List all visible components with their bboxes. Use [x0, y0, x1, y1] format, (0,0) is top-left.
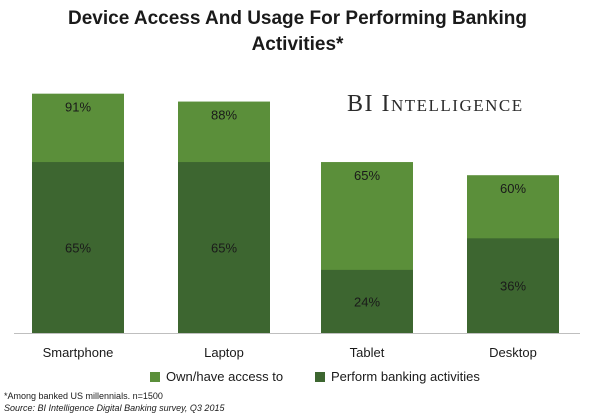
- x-tick-label-tablet: Tablet: [350, 345, 385, 360]
- legend-label-own: Own/have access to: [166, 369, 284, 384]
- bi-intelligence-logo: BI Intelligence: [347, 91, 524, 117]
- chart-title: Device Access And Usage For Performing B…: [0, 6, 595, 58]
- footnote: *Among banked US millennials. n=1500 Sou…: [4, 390, 224, 414]
- data-label-banking-smartphone: 65%: [65, 241, 91, 256]
- bar-banking-smartphone: [32, 162, 124, 333]
- legend-swatch-own: [150, 371, 160, 382]
- data-label-banking-desktop: 36%: [500, 279, 526, 294]
- legend-item-banking: Perform banking activities: [315, 369, 480, 384]
- x-tick-label-desktop: Desktop: [489, 345, 537, 360]
- data-label-banking-tablet: 24%: [354, 294, 380, 309]
- data-label-own-laptop: 88%: [211, 108, 237, 123]
- bar-banking-laptop: [178, 162, 270, 333]
- data-label-own-tablet: 65%: [354, 168, 380, 183]
- data-label-own-smartphone: 91%: [65, 100, 91, 115]
- legend-label-banking: Perform banking activities: [331, 369, 480, 384]
- legend-item-own: Own/have access to: [150, 369, 283, 384]
- footnote-text: *Among banked US millennials. n=1500: [4, 391, 163, 401]
- source-text: Source: BI Intelligence Digital Banking …: [4, 403, 225, 413]
- chart-title-line-1: Device Access And Usage For Performing B…: [68, 8, 527, 29]
- data-label-banking-laptop: 65%: [211, 241, 237, 256]
- bar-banking-desktop: [467, 238, 559, 333]
- legend-swatch-banking: [315, 371, 325, 382]
- x-tick-label-laptop: Laptop: [204, 345, 244, 360]
- x-tick-label-smartphone: Smartphone: [43, 345, 114, 360]
- bar-banking-tablet: [321, 269, 413, 333]
- data-label-own-desktop: 60%: [500, 181, 526, 196]
- chart-title-line-2: Activities*: [251, 34, 344, 55]
